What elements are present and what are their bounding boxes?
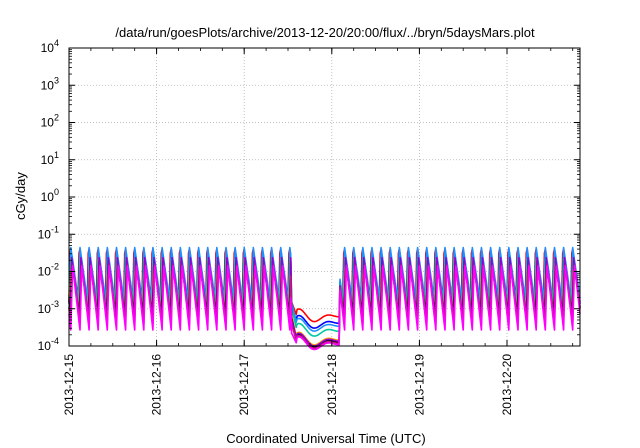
x-tick-label: 2013-12-18: [325, 354, 339, 416]
x-axis: 2013-12-15 2013-12-16 2013-12-17 2013-12-18…: [62, 48, 574, 416]
x-tick-label: 2013-12-15: [62, 354, 76, 416]
y-axis-label: cGy/day: [13, 172, 28, 220]
series-group: [68, 246, 581, 351]
series-line: [68, 265, 581, 351]
x-axis-label: Coordinated Universal Time (UTC): [226, 431, 425, 446]
chart-title: /data/run/goesPlots/archive/2013-12-20/2…: [115, 25, 535, 40]
x-tick-label: 2013-12-16: [150, 354, 164, 416]
grid: [69, 48, 580, 346]
x-tick-label: 2013-12-19: [412, 354, 426, 416]
x-tick-label: 2013-12-20: [500, 354, 514, 416]
x-tick-label: 2013-12-17: [237, 354, 251, 416]
